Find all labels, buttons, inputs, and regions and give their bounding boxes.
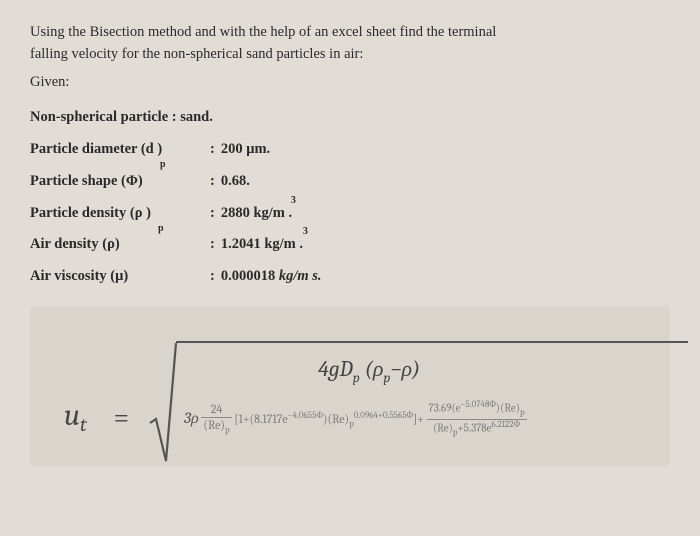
f2-bot: (Re)p+5.378e6.2122Φ: [427, 421, 527, 439]
f2te: −5.0748Φ: [461, 400, 496, 410]
page: Using the Bisection method and with the …: [0, 0, 700, 488]
row-particle-type: Non-spherical particle : sand.: [30, 107, 670, 129]
f2bb: +5.378e: [457, 422, 491, 435]
given-label: Given:: [30, 72, 670, 94]
formula-lhs: ut: [64, 393, 87, 438]
intro-line-1: Using the Bisection method and with the …: [30, 24, 496, 40]
exp2: 0.0964+0.5565Φ: [354, 411, 413, 421]
num-4gD: 4gD: [318, 356, 353, 382]
br1b: )(Re): [323, 412, 349, 426]
exp1: −4.0655Φ: [288, 411, 323, 421]
f1-bot: (Re)p: [201, 419, 231, 436]
shape-value: 0.68.: [221, 171, 250, 193]
intro: Using the Bisection method and with the …: [30, 22, 670, 66]
row-air-density: Air density (ρ) : 1.2041 kg/m . 3: [30, 234, 670, 256]
f1-top: 24: [201, 403, 231, 416]
lhs-t: t: [80, 413, 87, 436]
f2ta: 73.69(e: [429, 401, 461, 414]
f2ts: p: [520, 408, 525, 418]
frac-7369: 73.69(e−5.0748Φ)(Re)p (Re)p+5.378e6.2122…: [427, 401, 527, 439]
num-rho-sub: p: [383, 369, 390, 386]
diameter-label: Particle diameter (d ) p: [30, 139, 210, 161]
intro-line-2: falling velocity for the non-spherical s…: [30, 46, 363, 62]
row-diameter: Particle diameter (d ) p : 200 μm.: [30, 139, 670, 161]
sqrt-bar: [176, 341, 688, 343]
equals-sign: =: [114, 399, 129, 438]
pdensity-value: 2880 kg/m . 3: [221, 203, 292, 225]
diameter-label-text: Particle diameter (d ): [30, 141, 162, 157]
br1c: ]+: [413, 412, 424, 426]
diameter-value: 200 μm.: [221, 139, 270, 161]
colon: :: [210, 139, 215, 161]
num-paren-rho: (ρ: [360, 356, 384, 382]
f2ba: (Re): [433, 422, 453, 435]
particle-type-label: Non-spherical particle : sand.: [30, 107, 213, 129]
f1-bot-sub: p: [225, 426, 230, 436]
num-sub-p: p: [353, 369, 360, 386]
f2tb: )(Re): [496, 401, 520, 414]
colon: :: [210, 234, 215, 256]
br1a: [1+(8.1717e: [234, 412, 287, 426]
denominator: 3ρ 24 (Re)p [1+(8.1717e−4.0655Φ)(Re)p0.0…: [184, 401, 686, 439]
adensity-label: Air density (ρ): [30, 234, 210, 256]
row-shape: Particle shape (Φ) : 0.68.: [30, 171, 670, 193]
pdensity-label-text: Particle density (ρ ): [30, 205, 151, 221]
sqrt-icon: [148, 341, 178, 463]
shape-label: Particle shape (Φ): [30, 171, 210, 193]
adensity-value: 1.2041 kg/m . 3: [221, 234, 303, 256]
colon: :: [210, 266, 215, 288]
diameter-sub: p: [160, 157, 166, 172]
adensity-value-text: 1.2041 kg/m .: [221, 236, 303, 252]
pdensity-sup: 3: [291, 193, 296, 208]
formula-area: ut = 4gDp (ρp−ρ) 3ρ 24 (Re)p [1+(8.1717e…: [30, 306, 670, 466]
frac-24-re: 24 (Re)p: [201, 403, 231, 436]
numerator: 4gDp (ρp−ρ): [318, 353, 420, 386]
adensity-sup: 3: [303, 224, 308, 239]
f2be: 6.2122Φ: [492, 420, 521, 430]
denom-3rho: 3ρ: [184, 409, 199, 427]
pdensity-sub: p: [158, 221, 164, 236]
visc-label: Air viscosity (μ): [30, 266, 210, 288]
colon: :: [210, 203, 215, 225]
colon: :: [210, 171, 215, 193]
pdensity-label: Particle density (ρ ) p: [30, 203, 210, 225]
visc-value: 0.000018 kg/m s.: [221, 266, 322, 288]
lhs-u: u: [64, 398, 80, 433]
sqrt-block: 4gDp (ρp−ρ) 3ρ 24 (Re)p [1+(8.1717e−4.06…: [148, 339, 688, 469]
f1-bot-re: (Re): [203, 418, 225, 432]
row-particle-density: Particle density (ρ ) p : 2880 kg/m . 3: [30, 203, 670, 225]
f2-top: 73.69(e−5.0748Φ)(Re)p: [427, 401, 527, 419]
row-viscosity: Air viscosity (μ) : 0.000018 kg/m s.: [30, 266, 670, 288]
pdensity-value-text: 2880 kg/m .: [221, 205, 292, 221]
num-tail: −ρ): [390, 356, 420, 382]
